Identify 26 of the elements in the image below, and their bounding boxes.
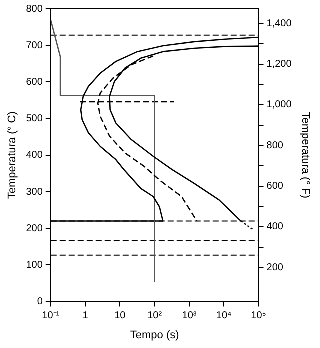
- y2-axis-title: Temperatura (° F): [299, 112, 312, 199]
- y2-tick-label: 200: [266, 262, 284, 274]
- y-tick-label: 200: [26, 223, 44, 234]
- y-tick-label: 500: [26, 114, 44, 125]
- x-tick-label: 10⁴: [216, 310, 232, 322]
- x-tick-label: 10²: [148, 310, 163, 322]
- y-tick-label: 300: [26, 186, 44, 198]
- x-tick-label: 10³: [182, 310, 198, 322]
- x-axis-title: Tempo (s): [130, 329, 180, 342]
- x-tick-label: 10: [114, 310, 126, 322]
- y-tick-label: 100: [26, 260, 44, 271]
- y-tick-label: 600: [26, 76, 44, 88]
- y-tick-label: 800: [26, 4, 44, 15]
- y2-tick-label: 400: [266, 222, 284, 233]
- y2-tick-label: 1,000: [266, 100, 292, 111]
- y-axis-title: Temperatura (° C): [6, 112, 19, 200]
- x-tick-label: 1: [82, 310, 89, 322]
- x-tick-label: 10⁵: [251, 310, 266, 322]
- y-tick-label: 700: [26, 40, 44, 52]
- y2-tick-label: 800: [266, 140, 284, 152]
- y-tick-label: 0: [37, 296, 44, 308]
- y2-tick-label: 600: [266, 181, 284, 192]
- y2-tick-label: 1,200: [266, 59, 292, 70]
- y-tick-label: 400: [26, 150, 44, 162]
- x-tick-label: 10⁻¹: [42, 310, 60, 322]
- y2-tick-label: 1,400: [266, 18, 292, 30]
